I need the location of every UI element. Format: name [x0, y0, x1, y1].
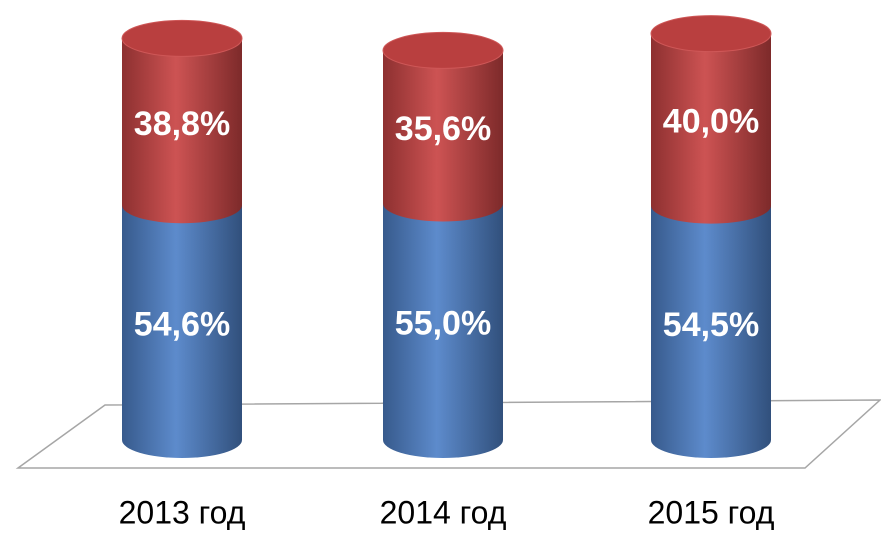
value-label: 38,8% [134, 105, 230, 143]
x-tick-label: 2015 год [648, 494, 775, 530]
x-tick-label: 2014 год [380, 494, 507, 530]
cylinder-segment [383, 50, 503, 222]
value-label: 35,6% [395, 110, 491, 148]
cylinder-segment [651, 33, 771, 224]
value-label: 55,0% [395, 305, 491, 343]
x-tick-label: 2013 год [119, 494, 246, 530]
cylinder-top [121, 19, 243, 57]
cylinder-segment [122, 205, 242, 458]
cylinder-top [382, 31, 504, 69]
cylinder-segment [383, 203, 503, 458]
cylinder-segment [122, 38, 242, 224]
value-label: 54,6% [134, 306, 230, 344]
value-label: 54,5% [663, 306, 759, 344]
cylinder-segment [651, 205, 771, 458]
value-label: 40,0% [663, 103, 759, 141]
cylinder-top [650, 15, 772, 53]
